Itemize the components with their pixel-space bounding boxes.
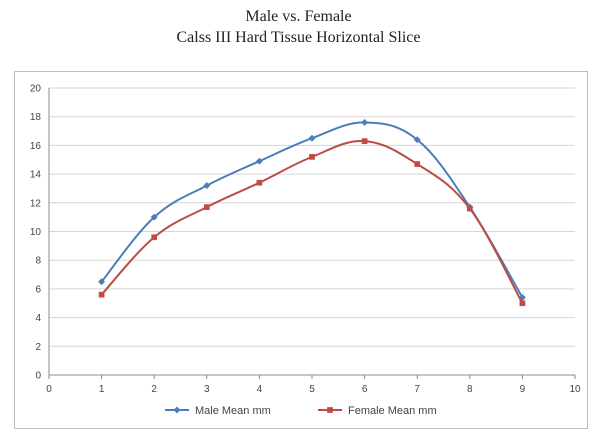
x-tick-label-6: 6	[362, 384, 368, 395]
chart-subtitle: Calss III Hard Tissue Horizontal Slice	[176, 29, 421, 46]
series-group	[98, 118, 526, 307]
series-line-female	[100, 140, 524, 304]
data-point-female-4	[256, 179, 263, 186]
data-point-female-3	[203, 204, 210, 210]
y-tick-label-20: 20	[30, 84, 42, 95]
legend-marker-female	[327, 407, 333, 413]
x-tick-label-3: 3	[204, 384, 210, 395]
series-female	[98, 138, 526, 307]
data-point-female-7	[414, 161, 421, 167]
x-tick-label-8: 8	[467, 384, 473, 395]
data-point-female-9	[519, 300, 526, 307]
legend-item-male: Male Mean mm	[165, 405, 271, 417]
y-tick-label-0: 0	[35, 371, 41, 382]
x-tick-label-5: 5	[309, 384, 315, 395]
series-male	[98, 118, 526, 302]
data-point-male-1	[98, 278, 106, 286]
x-tick-label-1: 1	[99, 384, 105, 395]
legend: Male Mean mm Female Mean mm	[165, 405, 437, 417]
x-tick-label-2: 2	[151, 384, 157, 395]
x-tick-label-4: 4	[257, 384, 263, 395]
chart-area: 0 2 4 6 8 10 12 14 16 18 20 0 1 2 3 4 5 6 7 8 9 10 Male Mean …	[14, 71, 588, 429]
y-tick-label-6: 6	[35, 284, 41, 295]
data-point-male-7	[413, 136, 421, 144]
data-point-female-2	[151, 234, 158, 241]
y-tick-label-12: 12	[30, 198, 42, 209]
y-tick-label-16: 16	[30, 141, 42, 152]
y-tick-label-14: 14	[30, 170, 42, 181]
x-tick-label-10: 10	[569, 384, 581, 395]
series-line-male	[100, 121, 524, 299]
x-tick-label-7: 7	[414, 384, 420, 395]
data-point-male-4	[255, 157, 263, 165]
data-point-male-2	[150, 213, 158, 221]
legend-label-male: Male Mean mm	[195, 405, 271, 417]
y-tick-label-18: 18	[30, 112, 42, 123]
legend-marker-male	[173, 406, 181, 414]
x-tick-label-9: 9	[520, 384, 526, 395]
data-point-female-5	[309, 154, 315, 160]
data-point-male-6	[361, 118, 369, 126]
chart-title-block: Male vs. Female Calss III Hard Tissue Ho…	[0, 6, 597, 48]
y-tick-label-4: 4	[35, 313, 41, 324]
y-tick-label-10: 10	[30, 227, 42, 238]
data-point-female-1	[98, 291, 105, 298]
data-point-male-3	[203, 182, 211, 190]
legend-item-female: Female Mean mm	[318, 405, 437, 417]
data-point-female-6	[361, 138, 368, 144]
legend-label-female: Female Mean mm	[348, 405, 437, 417]
gridlines	[49, 87, 575, 347]
x-tick-label-0: 0	[46, 384, 52, 395]
data-point-female-8	[466, 205, 473, 212]
y-tick-label-2: 2	[35, 342, 41, 353]
data-point-male-5	[308, 134, 316, 142]
y-tick-label-8: 8	[35, 256, 41, 267]
chart-title: Male vs. Female	[245, 8, 352, 25]
